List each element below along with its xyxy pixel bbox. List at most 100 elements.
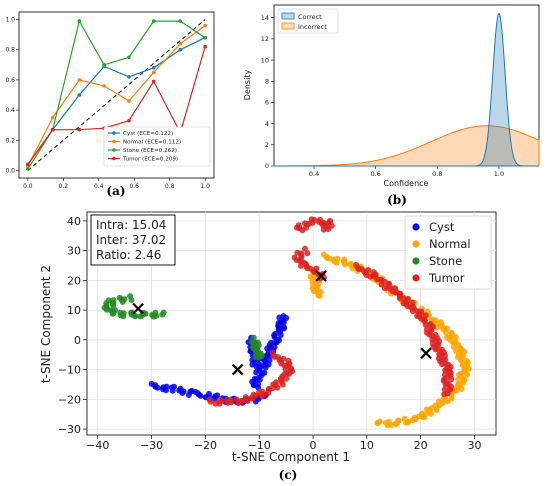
stone-legend-label: Stone (429, 254, 462, 268)
tumor-embedding-point (442, 381, 449, 388)
tumor-embedding-point (297, 258, 304, 264)
calibration-y-tick-label: 0.0 (5, 167, 15, 174)
cluster-centroid-marker (231, 363, 244, 376)
confidence-y-axis-label: Density (243, 70, 252, 101)
cyst-calibration-point (77, 93, 82, 97)
tumor-embedding-point (396, 295, 403, 302)
normal-calibration-point (151, 70, 156, 75)
stone-legend-marker (112, 148, 116, 152)
normal-embedding-point (311, 288, 318, 295)
tsne-legend-frame (404, 215, 492, 290)
normal-calibration-point (102, 84, 106, 88)
tsne-panel: −40 −30 −20 −10 0 10 20 30 −30 −20 −10 0 10 20 30 40 I… (39, 211, 497, 482)
tumor-embedding-point (302, 245, 308, 252)
stone-embedding-point (252, 348, 259, 355)
confidence-legend: Correct Incorrect (277, 8, 339, 34)
calibration-x-tick-label: 0.8 (165, 183, 175, 190)
tumor-embedding-point (418, 308, 425, 315)
cyst-embedding-point (261, 369, 268, 376)
calibration-y-tick-label: 0.4 (5, 107, 15, 114)
cluster-stats-line: Intra: 15.04 (96, 218, 166, 232)
normal-embedding-point (384, 422, 391, 429)
tsne-x-tick-label: 0 (310, 439, 317, 452)
normal-embedding-point (340, 258, 347, 265)
tumor-calibration-point (151, 79, 156, 84)
stone-embedding-point (256, 354, 263, 361)
incorrect-legend-label: Incorrect (298, 23, 327, 31)
stone-embedding-point (110, 302, 117, 309)
cluster-centroid-marker (420, 347, 432, 360)
tumor-embedding-point (207, 398, 214, 405)
calibration-y-tick-label: 0.6 (5, 77, 15, 84)
cyst-embedding-point (276, 337, 283, 344)
stone-embedding-point (153, 312, 160, 319)
normal-calibration-point (203, 23, 207, 28)
confidence-x-tick-label: 1.0 (494, 170, 504, 178)
normal-legend-label: Normal (429, 237, 471, 251)
normal-embedding-point (455, 376, 462, 383)
calibration-legend-frame (103, 126, 211, 167)
tumor-embedding-point (439, 356, 446, 363)
calibration-panel: 0.0 0.2 0.4 0.6 0.8 1.0 0.0 0.2 0.4 0.6 0.8 1.0 Cy… (5, 11, 215, 198)
cyst-legend-marker (412, 223, 420, 231)
calibration-x-tick-label: 0.2 (59, 183, 69, 190)
tumor-embedding-point (387, 285, 393, 292)
cyst-embedding-point (268, 339, 275, 346)
tumor-embedding-point (409, 308, 416, 315)
confidence-y-tick-label: 0 (265, 162, 269, 170)
tsne-x-tick-label: −20 (194, 439, 217, 452)
tumor-legend-label: Tumor (428, 271, 465, 285)
tumor-calibration-point (77, 127, 82, 132)
tumor-embedding-point (327, 217, 333, 224)
normal-embedding-point (432, 402, 439, 409)
normal-legend-marker (112, 139, 116, 144)
tumor-calibration-point (26, 162, 30, 167)
stone-embedding-point (128, 297, 135, 303)
normal-embedding-point (374, 420, 381, 427)
tsne-y-tick-label: −20 (58, 393, 81, 406)
calibration-y-tick-label: 0.8 (5, 47, 15, 54)
panel-label-b: (b) (387, 193, 407, 207)
tumor-embedding-point (442, 367, 449, 374)
normal-calibration-point (127, 99, 131, 103)
tumor-embedding-point (304, 265, 311, 272)
stone-legend-marker (412, 257, 420, 265)
stone-legend-label: Stone (ECE=0.262) (123, 148, 177, 154)
panel-label-a: (a) (106, 184, 125, 198)
stone-embedding-point (103, 306, 110, 313)
normal-embedding-point (315, 292, 322, 299)
cluster-centroid-marker (132, 302, 144, 315)
confidence-y-tick-label: 2 (265, 141, 269, 149)
cyst-legend-marker (112, 131, 116, 135)
tsne-y-tick-label: −10 (58, 364, 81, 377)
normal-embedding-point (433, 407, 440, 414)
confidence-x-tick-label: 0.4 (309, 170, 319, 178)
normal-embedding-point (421, 414, 428, 421)
incorrect-legend-swatch (281, 22, 295, 30)
normal-embedding-point (450, 339, 457, 346)
tumor-embedding-point (308, 216, 315, 223)
tumor-embedding-point (404, 303, 411, 310)
tumor-embedding-point (258, 391, 265, 398)
tsne-x-tick-label: −40 (86, 439, 109, 452)
confidence-legend-frame (277, 8, 339, 34)
cyst-embedding-point (168, 384, 175, 391)
stone-calibration-point (26, 167, 30, 171)
cyst-calibration-line (27, 37, 206, 165)
correct-legend-swatch (281, 12, 295, 20)
cyst-embedding-point (267, 344, 274, 351)
cyst-calibration-point (178, 47, 183, 52)
normal-embedding-point (313, 283, 320, 290)
calibration-x-tick-label: 0.6 (129, 183, 139, 190)
normal-embedding-point (333, 259, 340, 266)
confidence-x-axis-label: Confidence (384, 179, 429, 188)
tsne-x-tick-label: 10 (360, 439, 374, 452)
normal-embedding-point (323, 253, 330, 260)
cyst-embedding-point (280, 313, 287, 320)
normal-calibration-point (77, 78, 82, 82)
tsne-x-axis-label: t-SNE Component 1 (232, 450, 350, 464)
cyst-embedding-point (195, 391, 202, 398)
tumor-embedding-point (224, 396, 231, 403)
cyst-embedding-point (179, 390, 186, 396)
normal-embedding-point (452, 334, 459, 341)
